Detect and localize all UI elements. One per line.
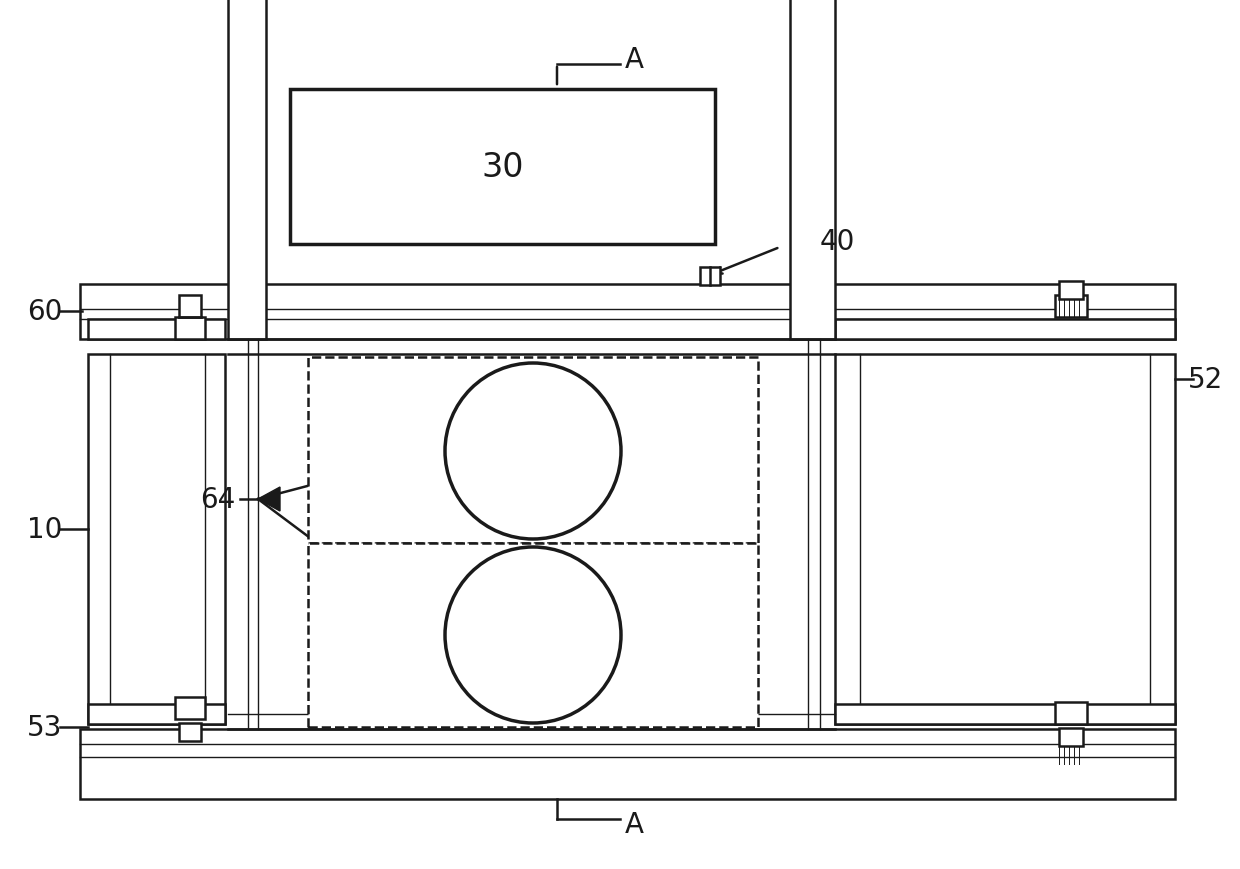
Text: 40: 40 (820, 228, 856, 255)
Bar (1059, 728, 1083, 746)
Text: 30: 30 (481, 151, 523, 183)
Polygon shape (258, 488, 280, 512)
Bar (81, 285, 1176, 340)
Text: A: A (625, 810, 644, 838)
Bar (175, 318, 205, 340)
Bar (179, 295, 201, 318)
Bar (88, 355, 224, 724)
Bar (835, 355, 1176, 724)
Bar (835, 320, 1176, 340)
Bar (308, 357, 758, 543)
Bar (179, 723, 201, 741)
Bar (228, 0, 267, 340)
Bar (701, 268, 720, 286)
Bar (1055, 702, 1087, 724)
Bar (308, 543, 758, 727)
Text: 64: 64 (200, 486, 236, 514)
Bar (88, 320, 224, 340)
Text: 52: 52 (1188, 366, 1223, 394)
Bar (81, 729, 1176, 799)
Bar (790, 0, 835, 340)
Bar (1055, 295, 1087, 318)
Circle shape (445, 363, 621, 540)
Text: 53: 53 (27, 713, 63, 741)
Bar (835, 704, 1176, 724)
Circle shape (445, 547, 621, 723)
Bar (175, 697, 205, 720)
Bar (1059, 282, 1083, 300)
Text: 60: 60 (27, 298, 63, 326)
Bar (88, 704, 224, 724)
Text: A: A (625, 46, 644, 74)
Bar (290, 90, 715, 245)
Text: 10: 10 (27, 515, 63, 543)
